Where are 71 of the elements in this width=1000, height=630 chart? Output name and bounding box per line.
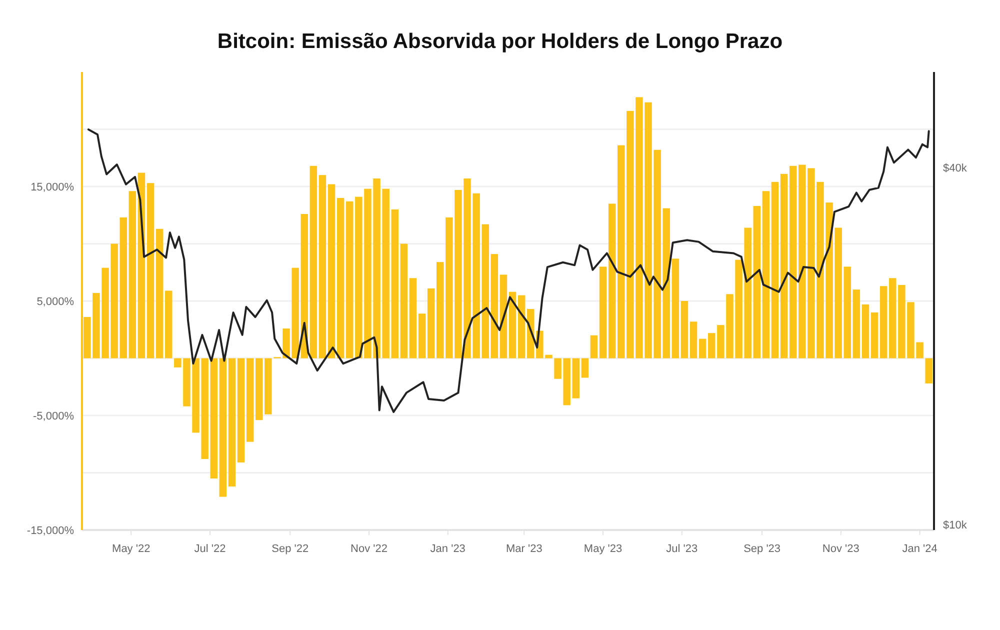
bar <box>490 254 498 358</box>
bar <box>599 266 607 358</box>
bar <box>120 217 127 358</box>
bar <box>246 358 254 442</box>
bar <box>418 314 426 358</box>
x-tick-label: Jul '23 <box>666 543 698 555</box>
x-tick-label: May '22 <box>112 543 150 555</box>
x-tick-label: Nov '22 <box>350 543 388 555</box>
bar <box>518 295 526 358</box>
bar <box>844 266 851 358</box>
bar <box>789 166 797 358</box>
bar <box>409 278 417 358</box>
bar <box>165 290 172 358</box>
bar <box>852 290 860 358</box>
line-series <box>87 128 930 413</box>
bar <box>880 286 888 358</box>
bar <box>780 174 788 358</box>
bar <box>228 358 236 486</box>
bar <box>156 228 164 358</box>
bar <box>698 338 706 358</box>
y-tick-label: -15,000% <box>26 524 74 537</box>
bar <box>690 322 698 358</box>
y2-tick-label: $40k <box>943 162 968 175</box>
bar <box>391 209 398 358</box>
bar <box>146 183 154 358</box>
y-tick-label: -5,000% <box>33 410 74 422</box>
bar <box>256 358 263 420</box>
bar <box>762 191 770 358</box>
bar <box>798 164 806 358</box>
bar <box>346 201 354 358</box>
bar <box>219 358 227 497</box>
bar <box>608 204 616 358</box>
x-tick-label: Jul '22 <box>194 543 226 555</box>
bar <box>662 208 670 358</box>
bar <box>572 358 580 398</box>
bar <box>508 292 516 358</box>
bar <box>237 358 245 462</box>
bar <box>708 333 716 358</box>
bar <box>436 262 444 358</box>
chart-title: Bitcoin: Emissão Absorvida por Holders de Longo Prazo <box>217 30 783 53</box>
x-tick-label: Jan '23 <box>430 543 466 555</box>
x-tick-label: May '23 <box>584 543 622 555</box>
x-tick-label: Sep '23 <box>744 543 781 555</box>
bar <box>889 278 896 358</box>
bar <box>618 145 625 358</box>
bar <box>925 358 932 384</box>
x-tick-label: Mar '23 <box>506 543 542 555</box>
bar <box>771 182 779 358</box>
bar <box>427 288 435 358</box>
bar <box>328 184 336 358</box>
bar <box>680 301 688 358</box>
x-tick-label: Jan '24 <box>902 543 938 555</box>
bar <box>318 175 326 358</box>
bar <box>482 224 489 358</box>
bar <box>672 258 680 358</box>
x-tick-label: Nov '23 <box>822 543 860 555</box>
bar <box>336 198 344 358</box>
y-tick-label: 15,000% <box>30 181 74 194</box>
bar <box>862 304 870 358</box>
bar <box>581 358 589 378</box>
y2-tick-label: $10k <box>943 520 968 532</box>
bar <box>590 335 598 358</box>
x-tick-label: Sep '22 <box>272 543 309 555</box>
bar <box>753 206 760 358</box>
y-tick-label: 5,000% <box>36 296 74 308</box>
bar <box>400 244 408 358</box>
bar <box>264 358 272 414</box>
bar <box>210 358 218 478</box>
bar <box>870 312 878 358</box>
bar <box>128 191 136 358</box>
bar <box>310 166 318 358</box>
